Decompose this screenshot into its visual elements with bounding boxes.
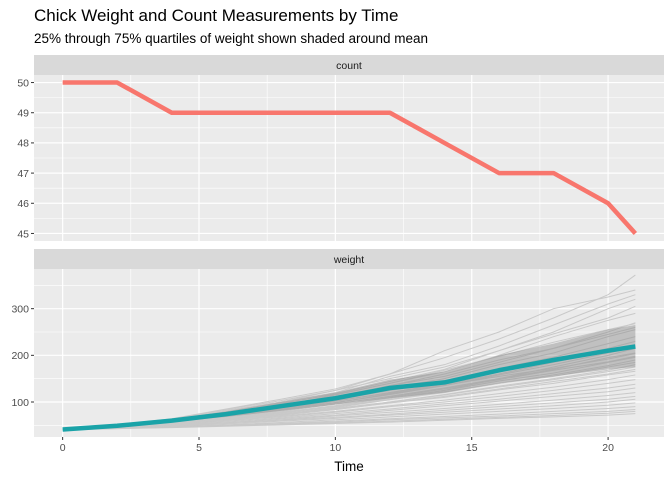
x-tick-label: 15 [466, 442, 478, 454]
y-tick-label: 300 [11, 303, 29, 315]
y-tick-label: 48 [17, 138, 29, 150]
count-series [62, 80, 638, 235]
chart-title: Chick Weight and Count Measurements by T… [34, 6, 398, 25]
weight-panel-background [34, 269, 664, 437]
weight-quartile-band [62, 325, 636, 430]
x-tick-label: 0 [60, 442, 66, 454]
count-panel: count 45 46 47 48 49 50 [17, 55, 664, 241]
count-y-axis: 45 46 47 48 49 50 [17, 77, 34, 240]
y-tick-label: 100 [11, 397, 29, 409]
individual-chick-line [62, 368, 636, 430]
y-tick-label: 49 [17, 108, 29, 120]
count-gridlines [34, 75, 664, 241]
weight-strip-label: weight [333, 254, 364, 266]
individual-chick-line [62, 408, 636, 430]
x-tick-label: 10 [330, 442, 342, 454]
weight-mean-line [62, 344, 636, 432]
y-tick-label: 45 [17, 228, 29, 240]
mean-weight-line [62, 344, 636, 432]
weight-y-axis: 100 200 300 [11, 303, 34, 409]
count-line [62, 80, 638, 235]
x-tick-label: 5 [196, 442, 202, 454]
chart-subtitle: 25% through 75% quartiles of weight show… [34, 31, 428, 46]
individual-chick-line [62, 395, 636, 430]
weight-strip [34, 249, 664, 269]
individual-chick-line [62, 413, 636, 431]
count-strip-label: count [336, 60, 362, 72]
count-strip [34, 55, 664, 75]
y-tick-label: 200 [11, 350, 29, 362]
quartile-band [62, 325, 636, 430]
weight-panel: weight 100 200 300 [11, 249, 664, 437]
x-axis: 0 5 10 15 20 [60, 437, 614, 454]
x-tick-label: 20 [602, 442, 614, 454]
y-tick-label: 47 [17, 168, 29, 180]
x-axis-title: Time [334, 459, 364, 474]
y-tick-label: 46 [17, 198, 29, 210]
y-tick-label: 50 [17, 77, 29, 89]
